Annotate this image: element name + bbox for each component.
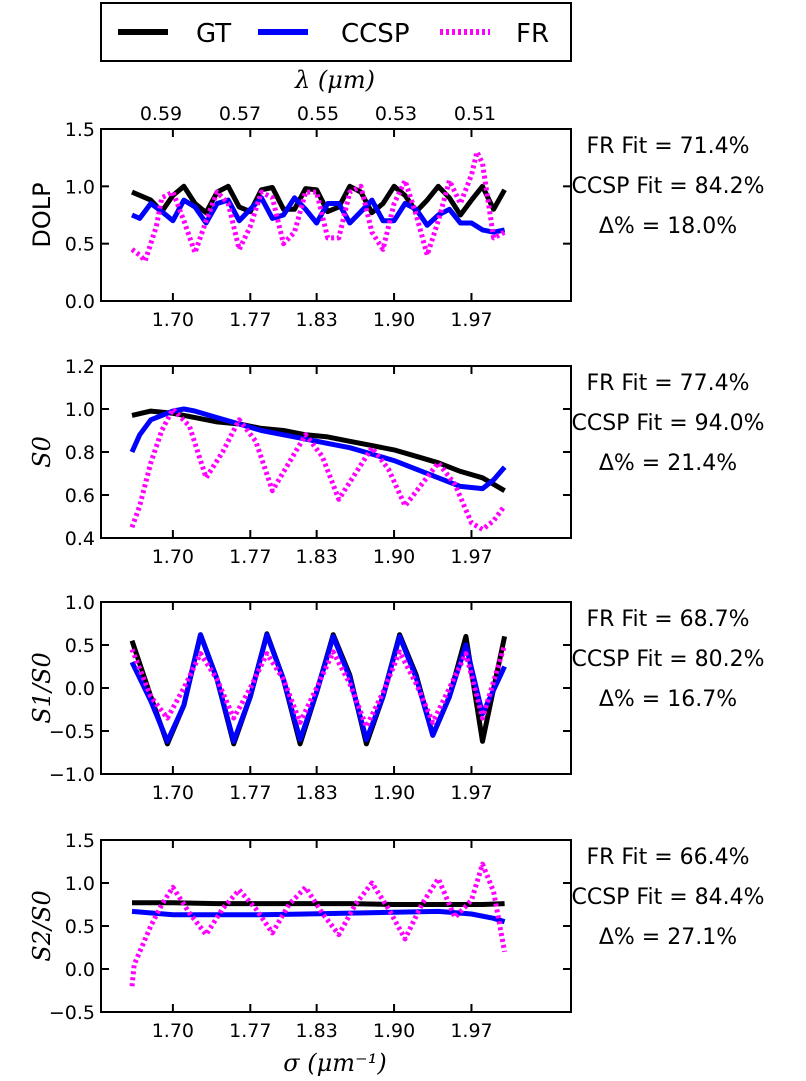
y-tick-label: 0.0 — [65, 678, 95, 700]
fit-annotation: Δ% = 27.1% — [599, 925, 737, 950]
y-tick-label: 1.0 — [65, 399, 95, 421]
x-tick-label: 1.77 — [229, 309, 271, 331]
plot-frame — [100, 839, 572, 1013]
y-tick-label: 1.5 — [65, 830, 95, 852]
series-line-fr — [130, 149, 506, 264]
series-line-fr — [129, 644, 507, 730]
fit-annotation: Δ% = 16.7% — [599, 687, 737, 712]
series-line-ccsp — [130, 195, 506, 235]
panel-1: 0.0 0.5 1.0 1.5 1.70 1.77 1.83 1.90 1.97 DOLP FR F… — [28, 119, 765, 331]
x-tick-label: 1.83 — [295, 1020, 337, 1042]
x-tick-label: 1.97 — [450, 782, 492, 804]
top-axis-label: λ (μm) — [294, 66, 375, 94]
fit-annotation: Δ% = 18.0% — [599, 214, 737, 239]
top-tick-label: 0.57 — [219, 103, 261, 125]
y-tick-label: 0.0 — [65, 959, 95, 981]
plot-frame — [100, 601, 572, 775]
top-tick-label: 0.51 — [454, 103, 496, 125]
x-tick-label: 1.97 — [450, 546, 492, 568]
y-tick-label: 1.5 — [65, 119, 95, 141]
y-tick-label: −0.5 — [49, 1002, 95, 1024]
series-line-ccsp — [129, 632, 507, 744]
y-tick-label: 0.4 — [65, 528, 95, 550]
y-axis-label: DOLP — [28, 182, 56, 247]
y-tick-label: 0.5 — [65, 916, 95, 938]
x-tick-label: 1.90 — [373, 309, 415, 331]
legend-box — [100, 2, 572, 62]
y-tick-label: 1.0 — [65, 873, 95, 895]
plot-frame — [100, 365, 572, 539]
y-tick-label: 1.0 — [65, 592, 95, 614]
x-tick-label: 1.83 — [295, 782, 337, 804]
x-tick-label: 1.77 — [229, 1020, 271, 1042]
legend-label-fr: FR — [516, 19, 549, 49]
top-axis-ticks: 0.59 0.57 0.55 0.53 0.51 — [140, 103, 496, 125]
series-line-ccsp — [129, 406, 507, 492]
fit-annotation: FR Fit = 71.4% — [586, 134, 749, 159]
y-tick-label: 0.6 — [65, 485, 95, 507]
series-line-gt — [132, 900, 505, 907]
y-tick-label: 0.0 — [65, 291, 95, 313]
fit-annotation: CCSP Fit = 84.2% — [571, 174, 764, 199]
y-tick-label: 0.5 — [65, 234, 95, 256]
panels: 0.0 0.5 1.0 1.5 1.70 1.77 1.83 1.90 1.97 DOLP FR F… — [28, 119, 765, 1042]
legend-label-ccsp: CCSP — [341, 19, 410, 49]
fit-annotation: FR Fit = 66.4% — [586, 845, 749, 870]
x-tick-label: 1.70 — [152, 782, 194, 804]
fit-annotation: Δ% = 21.4% — [599, 451, 737, 476]
y-tick-label: 0.5 — [65, 635, 95, 657]
panel-2: 0.4 0.6 0.8 1.0 1.2 1.70 1.77 1.83 1.90 1.97 S0 FR … — [28, 356, 765, 568]
x-tick-label: 1.90 — [373, 1020, 415, 1042]
x-tick-label: 1.70 — [152, 546, 194, 568]
x-tick-label: 1.90 — [373, 782, 415, 804]
x-tick-label: 1.77 — [229, 782, 271, 804]
x-tick-label: 1.97 — [450, 309, 492, 331]
y-tick-label: −1.0 — [49, 764, 95, 786]
legend: GT CCSP FR — [100, 2, 572, 62]
top-tick-label: 0.55 — [297, 103, 339, 125]
plot-frame — [100, 128, 572, 302]
top-tick-label: 0.53 — [375, 103, 417, 125]
fit-annotation: CCSP Fit = 84.4% — [571, 885, 764, 910]
y-axis-label: S1/S0 — [28, 652, 56, 724]
y-tick-label: 1.0 — [65, 176, 95, 198]
y-tick-label: 0.8 — [65, 442, 95, 464]
x-tick-label: 1.70 — [152, 1020, 194, 1042]
x-tick-label: 1.83 — [295, 309, 337, 331]
x-tick-label: 1.90 — [373, 546, 415, 568]
fit-annotation: FR Fit = 77.4% — [586, 371, 749, 396]
panel-4: −0.5 0.0 0.5 1.0 1.5 1.70 1.77 1.83 1.90 1.97 S2/S… — [28, 830, 765, 1042]
x-tick-label: 1.70 — [152, 309, 194, 331]
panel-3: −1.0 −0.5 0.0 0.5 1.0 1.70 1.77 1.83 1.90 1.97 S1/… — [28, 592, 765, 804]
top-tick-label: 0.59 — [140, 103, 182, 125]
fit-annotation: FR Fit = 68.7% — [586, 607, 749, 632]
y-tick-label: 1.2 — [65, 356, 95, 378]
y-axis-label: S2/S0 — [28, 890, 56, 962]
y-axis-label: S0 — [28, 436, 56, 468]
legend-label-gt: GT — [196, 19, 231, 49]
fit-annotation: CCSP Fit = 94.0% — [571, 411, 764, 436]
fit-annotation: CCSP Fit = 80.2% — [571, 647, 764, 672]
x-tick-label: 1.77 — [229, 546, 271, 568]
bottom-axis-label: σ (μm⁻¹) — [283, 1049, 386, 1077]
x-tick-label: 1.83 — [295, 546, 337, 568]
y-tick-label: −0.5 — [49, 721, 95, 743]
series-line-fr — [129, 406, 507, 532]
x-tick-label: 1.97 — [450, 1020, 492, 1042]
series-line-fr — [129, 861, 508, 987]
